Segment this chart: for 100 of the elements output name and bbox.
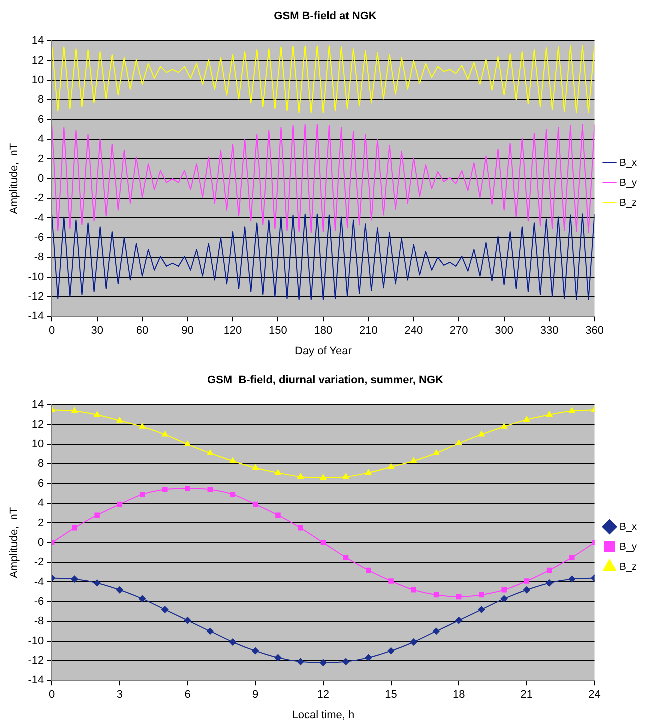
y-tick-label: -6: [34, 596, 44, 608]
y-tick-label: -8: [34, 252, 44, 264]
x-tick-label: 21: [520, 689, 534, 702]
point: [342, 474, 350, 479]
legend-label: B_z: [620, 562, 638, 573]
point: [298, 474, 304, 479]
x-axis-title: Local time, h: [292, 709, 355, 722]
x-tick-label: 270: [450, 325, 468, 338]
x-tick-label: 330: [540, 325, 559, 338]
point: [185, 486, 190, 492]
y-tick-label: -4: [34, 212, 44, 224]
y-tick-label: 12: [32, 54, 44, 67]
y-tick-label: 6: [38, 478, 44, 490]
point: [252, 502, 258, 508]
y-tick-label: -6: [34, 232, 44, 244]
x-tick-label: 0: [49, 325, 56, 338]
point: [569, 408, 576, 414]
point: [502, 587, 507, 593]
point: [456, 440, 462, 446]
legend-label: B_y: [620, 178, 638, 189]
x-axis-title: Day of Year: [294, 345, 352, 358]
legend-label: B_x: [620, 158, 638, 169]
x-tick-label: 0: [49, 689, 56, 702]
chart-title: GSM B-field at NGK: [274, 10, 377, 23]
point: [94, 412, 100, 418]
point: [501, 423, 508, 429]
point: [478, 606, 486, 614]
point: [365, 654, 372, 662]
point: [388, 578, 394, 584]
x-tick-label: 150: [269, 325, 288, 338]
x-tick-label: 24: [588, 689, 601, 702]
y-tick-label: 12: [32, 418, 44, 431]
point: [546, 568, 552, 574]
y-tick-label: 2: [38, 517, 44, 530]
point: [230, 492, 236, 498]
point: [410, 638, 418, 646]
point: [252, 464, 259, 470]
x-tick-label: 360: [586, 325, 604, 338]
point: [388, 648, 395, 655]
point: [320, 540, 326, 546]
y-tick-label: 2: [38, 153, 44, 166]
point: [207, 450, 214, 456]
point: [546, 412, 553, 418]
y-tick-label: 8: [38, 458, 44, 470]
x-tick-label: 90: [182, 325, 194, 338]
point: [162, 431, 168, 437]
y-tick-label: 10: [32, 438, 44, 451]
point: [116, 417, 124, 423]
y-tick-label: -2: [34, 192, 44, 205]
point: [162, 487, 168, 492]
point: [139, 595, 146, 602]
y-tick-label: -10: [28, 271, 44, 284]
x-tick-label: 15: [385, 689, 398, 702]
legend-label: B_y: [620, 542, 638, 553]
y-tick-label: -10: [28, 635, 44, 648]
y-tick-label: 6: [38, 114, 44, 126]
x-tick-label: 3: [116, 689, 123, 702]
point: [524, 416, 530, 422]
point: [410, 458, 417, 464]
point: [298, 526, 304, 531]
y-axis-title: Amplitude, nT: [8, 143, 21, 214]
point: [276, 512, 281, 518]
point: [229, 638, 236, 646]
y-tick-label: 14: [32, 35, 44, 48]
point: [456, 594, 462, 600]
point: [208, 487, 213, 492]
x-tick-label: 300: [495, 325, 514, 338]
point: [71, 576, 78, 583]
point: [72, 526, 78, 531]
y-tick-label: -12: [28, 654, 44, 667]
point: [478, 431, 485, 437]
point: [162, 606, 169, 614]
point: [570, 555, 575, 560]
point: [116, 586, 124, 594]
point: [274, 654, 282, 662]
y-tick-label: 0: [38, 536, 44, 549]
x-tick-label: 210: [359, 325, 378, 338]
point: [523, 586, 530, 594]
point: [184, 617, 192, 624]
point: [433, 450, 440, 456]
point: [568, 576, 576, 583]
legend-label: B_z: [620, 198, 638, 209]
point: [117, 502, 123, 508]
point: [94, 512, 100, 518]
point: [388, 464, 394, 470]
point: [206, 628, 214, 635]
point: [342, 658, 350, 666]
y-tick-label: 10: [32, 74, 44, 87]
point: [411, 587, 416, 593]
y-tick-label: -8: [34, 616, 44, 628]
point: [94, 580, 101, 587]
point: [343, 555, 349, 560]
point: [456, 617, 463, 624]
point: [432, 628, 440, 635]
y-tick-label: -2: [34, 556, 44, 569]
y-tick-label: -12: [28, 290, 44, 303]
point: [546, 580, 554, 587]
x-tick-label: 120: [224, 325, 242, 338]
x-tick-label: 18: [452, 689, 466, 702]
y-tick-label: 4: [38, 134, 44, 146]
